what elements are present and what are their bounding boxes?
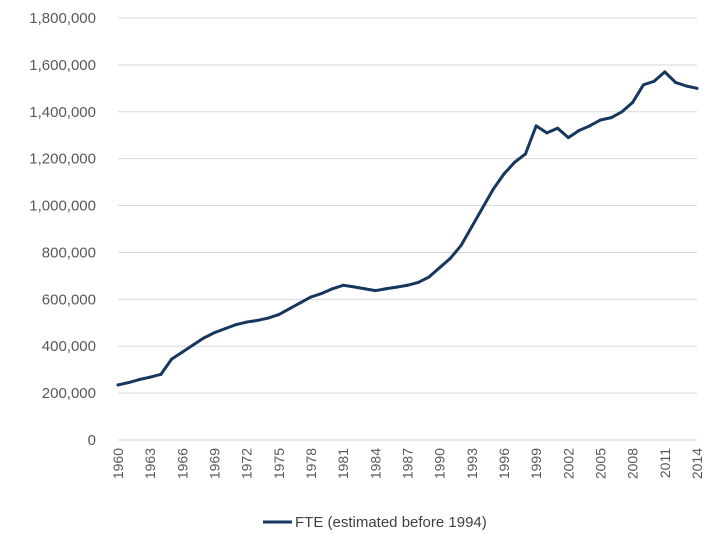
gridlines — [118, 17, 697, 394]
data-point — [127, 381, 131, 385]
data-point — [341, 283, 345, 287]
data-point — [438, 266, 442, 270]
data-point — [609, 116, 613, 120]
y-tick-label: 800,000 — [42, 244, 96, 261]
data-point — [491, 187, 495, 191]
data-point — [534, 124, 538, 128]
data-point — [459, 243, 463, 247]
x-tick-label: 1963 — [142, 448, 158, 479]
x-tick-label: 1999 — [528, 448, 544, 479]
x-tick-label: 1990 — [432, 448, 448, 479]
data-point — [170, 357, 174, 361]
data-point — [599, 118, 602, 122]
x-tick-label: 1996 — [496, 448, 512, 479]
x-tick-label: 1984 — [367, 448, 383, 479]
data-point — [674, 80, 678, 84]
data-point — [213, 331, 216, 335]
legend: FTE (estimated before 1994) — [263, 514, 487, 531]
data-point — [523, 152, 527, 156]
x-tick-label: 2011 — [657, 448, 673, 478]
data-point — [588, 124, 592, 128]
x-tick-label: 1987 — [400, 448, 416, 479]
x-tick-label: 2002 — [560, 448, 576, 479]
data-point — [566, 136, 570, 140]
data-point — [395, 285, 399, 289]
x-tick-label: 2008 — [625, 448, 641, 479]
data-point — [159, 372, 163, 376]
data-point — [684, 84, 688, 88]
data-point — [191, 343, 195, 347]
data-point — [116, 383, 120, 387]
data-point — [448, 256, 452, 260]
data-point — [631, 100, 635, 104]
legend-label-fte: FTE (estimated before 1994) — [295, 514, 487, 531]
x-tick-label: 2005 — [593, 448, 609, 479]
data-point — [180, 350, 184, 354]
data-point — [652, 79, 656, 83]
data-point — [513, 160, 517, 164]
data-point — [330, 287, 334, 291]
data-point — [277, 313, 281, 317]
data-point — [641, 83, 645, 87]
data-point — [373, 289, 377, 293]
y-tick-label: 1,800,000 — [29, 10, 96, 27]
data-point — [352, 285, 356, 289]
data-point — [363, 287, 367, 291]
y-tick-label: 400,000 — [42, 338, 96, 355]
data-point — [202, 336, 206, 340]
data-point — [545, 131, 549, 135]
y-tick-label: 1,600,000 — [29, 57, 96, 74]
data-point — [695, 86, 699, 90]
data-point — [556, 126, 560, 130]
data-point — [137, 378, 141, 382]
x-tick-label: 2014 — [689, 448, 705, 479]
x-tick-label: 1993 — [464, 448, 480, 479]
x-tick-label: 1960 — [110, 448, 126, 479]
y-tick-label: 0 — [88, 432, 96, 449]
y-axis-tick-labels: 0 200,000 400,000 600,000 800,000 1,000,000 1,… — [29, 10, 96, 449]
data-point — [234, 323, 238, 327]
x-tick-label: 1978 — [303, 448, 319, 479]
data-point — [577, 129, 581, 133]
y-tick-label: 1,000,000 — [29, 198, 96, 215]
data-point — [416, 280, 420, 284]
data-point — [427, 275, 431, 279]
x-tick-label: 1969 — [207, 448, 223, 479]
y-tick-label: 200,000 — [42, 385, 96, 402]
x-tick-label: 1981 — [335, 448, 351, 479]
y-tick-label: 600,000 — [42, 291, 96, 308]
data-point — [309, 295, 313, 299]
data-point — [620, 110, 624, 114]
y-tick-label: 1,200,000 — [29, 151, 96, 168]
data-point — [255, 318, 259, 322]
x-tick-label: 1972 — [239, 448, 255, 479]
data-point — [470, 225, 474, 229]
data-point — [384, 287, 388, 291]
data-point — [288, 307, 292, 311]
x-tick-label: 1975 — [271, 448, 287, 479]
data-point — [148, 375, 152, 379]
data-point — [663, 70, 667, 74]
data-point — [481, 206, 485, 210]
series-group — [116, 70, 699, 387]
x-tick-label: 1966 — [174, 448, 190, 479]
y-tick-label: 1,400,000 — [29, 104, 96, 121]
data-point — [502, 172, 506, 176]
data-point — [245, 320, 249, 324]
data-point — [223, 327, 227, 331]
x-axis-tick-labels: 1960 1963 1966 1969 1972 1975 1978 1981 1984 1987… — [110, 448, 705, 479]
data-point — [320, 291, 324, 295]
data-point — [406, 283, 409, 287]
data-point — [266, 316, 270, 320]
data-point — [298, 301, 302, 305]
